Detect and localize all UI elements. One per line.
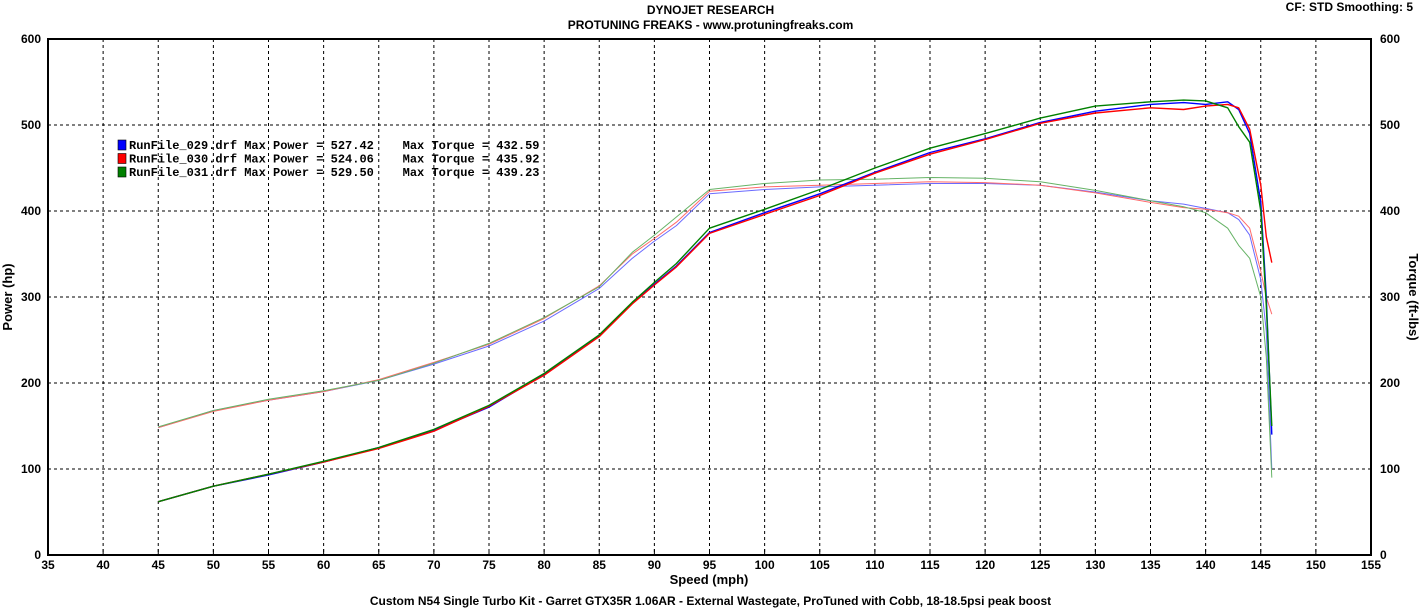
y-tick-label: 600 [21, 32, 41, 46]
correction-factor-label: CF: STD Smoothing: 5 [1285, 0, 1413, 14]
legend-entry: RunFile_029.drf Max Power = 527.42 Max T… [129, 139, 539, 153]
x-tick-label: 70 [427, 558, 441, 572]
power-line-3 [158, 99, 1273, 503]
y-tick-label: 100 [21, 462, 41, 476]
x-tick-label: 125 [1030, 558, 1050, 572]
x-tick-label: 45 [152, 558, 166, 572]
legend-entry: RunFile_031.drf Max Power = 529.50 Max T… [129, 166, 539, 180]
y-tick-label: 300 [21, 290, 41, 304]
x-tick-label: 110 [865, 558, 885, 572]
torque-line-3 [158, 177, 1273, 478]
y-axis-label: Power (hp) [0, 263, 15, 330]
y2-tick-label: 500 [1380, 118, 1400, 132]
y-tick-label: 0 [34, 548, 41, 562]
y-tick-label: 200 [21, 376, 41, 390]
x-tick-label: 80 [537, 558, 551, 572]
x-tick-label: 135 [1140, 558, 1160, 572]
x-tick-label: 140 [1196, 558, 1216, 572]
plot-frame [47, 38, 1372, 556]
x-tick-label: 95 [703, 558, 717, 572]
torque-line-2 [158, 181, 1273, 429]
legend-swatch [117, 153, 127, 164]
tick-labels: 35 40 45 50 55 60 65 70 75 80 85 90 95 100 105 110 115 12… [21, 32, 1400, 572]
chart-subtitle: PROTUNING FREAKS - www.protuningfreaks.c… [567, 18, 854, 32]
x-tick-label: 85 [593, 558, 607, 572]
legend-swatch [117, 166, 127, 178]
x-tick-label: 100 [755, 558, 775, 572]
y2-axis-label: Torque (ft-lbs) [1406, 253, 1421, 340]
legend-swatch [117, 139, 127, 151]
x-tick-label: 105 [810, 558, 830, 572]
x-tick-label: 55 [262, 558, 276, 572]
x-tick-label: 60 [317, 558, 331, 572]
y-tick-label: 500 [21, 118, 41, 132]
chart-title: DYNOJET RESEARCH [646, 3, 775, 17]
y2-tick-label: 200 [1380, 376, 1400, 390]
x-tick-label: 115 [920, 558, 940, 572]
series-lines [158, 99, 1273, 503]
x-tick-label: 90 [648, 558, 662, 572]
chart-footer: Custom N54 Single Turbo Kit - Garret GTX… [369, 594, 1052, 608]
x-tick-label: 65 [372, 558, 386, 572]
x-axis-label: Speed (mph) [670, 572, 749, 587]
legend-entry: RunFile_030.drf Max Power = 524.06 Max T… [129, 153, 539, 167]
x-tick-label: 50 [207, 558, 221, 572]
y-tick-label: 400 [21, 204, 41, 218]
y2-tick-label: 600 [1380, 32, 1400, 46]
y2-tick-label: 100 [1380, 462, 1400, 476]
x-tick-label: 75 [482, 558, 496, 572]
x-tick-label: 155 [1361, 558, 1381, 572]
x-tick-label: 120 [975, 558, 995, 572]
legend: RunFile_029.drf Max Power = 527.42 Max T… [117, 139, 539, 180]
y2-tick-label: 400 [1380, 204, 1400, 218]
torque-line-1 [158, 183, 1273, 470]
x-tick-label: 40 [96, 558, 110, 572]
x-tick-label: 130 [1085, 558, 1105, 572]
x-tick-label: 150 [1306, 558, 1326, 572]
y2-tick-label: 300 [1380, 290, 1400, 304]
x-tick-label: 145 [1251, 558, 1271, 572]
x-tick-label: 35 [41, 558, 55, 572]
power-line-2 [158, 103, 1273, 503]
y2-tick-label: 0 [1380, 548, 1387, 562]
grid [47, 39, 1372, 555]
